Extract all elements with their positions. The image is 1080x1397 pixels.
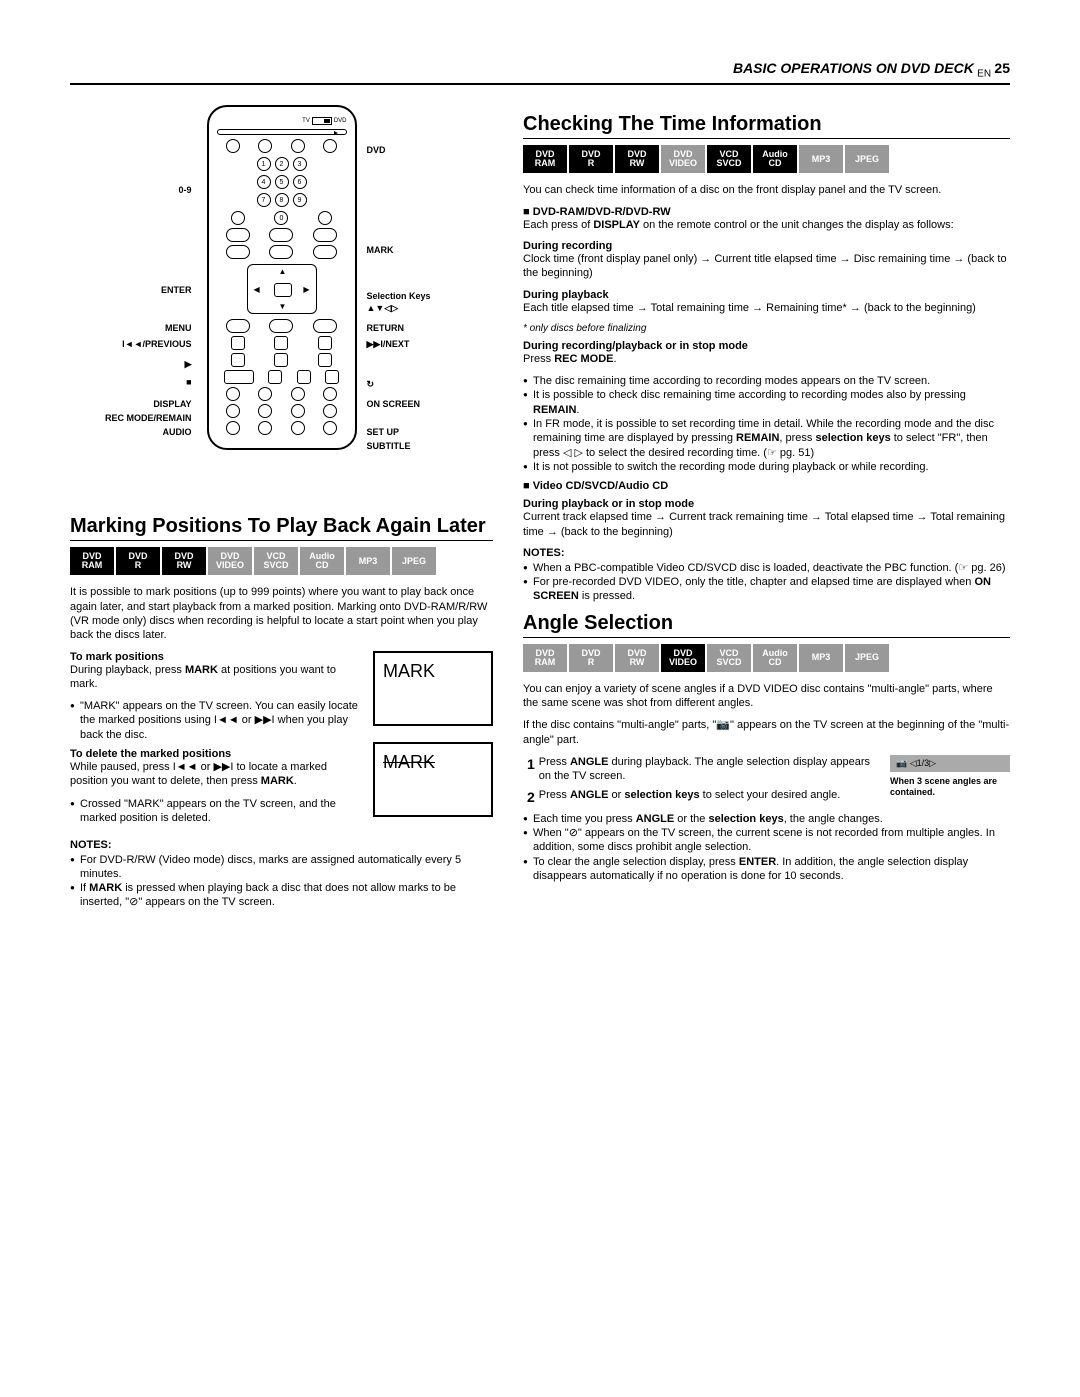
label-subtitle: SUBTITLE <box>367 441 411 451</box>
sec3-b2: When "⊘" appears on the TV screen, the c… <box>523 826 1010 855</box>
step-2-num: 2 <box>527 788 535 806</box>
during-rec: During recording <box>523 240 1010 252</box>
sec2-n1: When a PBC-compatible Video CD/SVCD disc… <box>523 561 1010 575</box>
step-1-num: 1 <box>527 755 535 784</box>
sec2-h2: ■ Video CD/SVCD/Audio CD <box>523 480 1010 492</box>
label-selkeys: Selection Keys <box>367 291 431 301</box>
label-audio: AUDIO <box>122 427 192 437</box>
label-stop: ■ <box>122 377 192 387</box>
sec3-intro: You can enjoy a variety of scene angles … <box>523 682 1010 711</box>
label-play: ▶ <box>122 359 192 370</box>
both-text: Press REC MODE. <box>523 352 1010 366</box>
sec1-intro: It is possible to mark positions (up to … <box>70 585 493 642</box>
page-header: BASIC OPERATIONS ON DVD DECK EN 25 <box>70 60 1010 85</box>
sec3-b3: To clear the angle selection display, pr… <box>523 855 1010 884</box>
during-both: During recording/playback or in stop mod… <box>523 340 1010 352</box>
sec2-h1: ■ DVD-RAM/DVD-R/DVD-RW <box>523 206 1010 218</box>
rec-text: Clock time (front display panel only) → … <box>523 252 1010 281</box>
label-return: RETURN <box>367 323 405 333</box>
step-2-text: Press ANGLE or selection keys to select … <box>539 788 880 806</box>
play-note: * only discs before finalizing <box>523 323 1010 334</box>
format-row-2: DVDRAM DVDR DVDRW DVDVIDEO VCDSVCD Audio… <box>523 145 1010 173</box>
section2-title: Checking The Time Information <box>523 113 1010 139</box>
sec2-b2: It is possible to check disc remaining t… <box>523 388 1010 417</box>
format-row-3: DVDRAM DVDR DVDRW DVDVIDEO VCDSVCD Audio… <box>523 644 1010 672</box>
label-mark: MARK <box>367 245 394 255</box>
label-display: DISPLAY <box>122 399 192 409</box>
section3-title: Angle Selection <box>523 612 1010 638</box>
during-play: During playback <box>523 289 1010 301</box>
label-selkeys2: ▲▼◁▷ <box>367 303 399 314</box>
sec2-intro: You can check time information of a disc… <box>523 183 1010 197</box>
play-text: Each title elapsed time → Total remainin… <box>523 301 1010 315</box>
label-enter: ENTER <box>122 285 192 295</box>
label-onscreen: ON SCREEN <box>367 399 421 409</box>
step-1-text: Press ANGLE during playback. The angle s… <box>539 755 880 784</box>
sec2-h1-text: Each press of DISPLAY on the remote cont… <box>523 218 1010 232</box>
sec2-n2: For pre-recorded DVD VIDEO, only the tit… <box>523 575 1010 604</box>
label-setup: SET UP <box>367 427 400 437</box>
section1-title: Marking Positions To Play Back Again Lat… <box>70 515 493 541</box>
page-number: 25 <box>994 60 1010 76</box>
sec3-intro2: If the disc contains "multi-angle" parts… <box>523 718 1010 747</box>
tv-text: TV <box>302 118 310 124</box>
sec2-b3: In FR mode, it is possible to set record… <box>523 417 1010 460</box>
sec2-b1: The disc remaining time according to rec… <box>523 374 1010 388</box>
angle-caption: When 3 scene angles are contained. <box>890 776 1010 798</box>
angle-screen-text: 📷 ◁1/3▷ <box>890 755 1010 772</box>
label-prev: I◄◄/PREVIOUS <box>122 339 192 349</box>
label-menu: MENU <box>122 323 192 333</box>
sec1-note-1: For DVD-R/RW (Video mode) discs, marks a… <box>70 853 493 882</box>
format-row-1: DVDRAM DVDR DVDRW DVDVIDEO VCDSVCD Audio… <box>70 547 493 575</box>
sec2-b4: It is not possible to switch the recordi… <box>523 460 1010 474</box>
sec2-h2-sub: During playback or in stop mode <box>523 498 1010 510</box>
angle-display: 📷 ◁1/3▷ When 3 scene angles are containe… <box>890 755 1010 798</box>
header-lang: EN <box>977 68 991 79</box>
mark-strike-display: MARK <box>383 752 435 773</box>
label-dvd: DVD <box>367 145 386 155</box>
mark-bullet-1: "MARK" appears on the TV screen. You can… <box>70 699 493 742</box>
header-title: BASIC OPERATIONS ON DVD DECK <box>733 60 974 76</box>
dvd-text: DVD <box>334 118 347 124</box>
sec3-b1: Each time you press ANGLE or the selecti… <box>523 812 1010 826</box>
del-bullet-1: Crossed "MARK" appears on the TV screen,… <box>70 797 493 826</box>
mark-display: MARK <box>383 661 435 682</box>
sec1-notes-hdr: NOTES: <box>70 839 493 851</box>
label-nums: 0-9 <box>122 185 192 195</box>
label-loop: ↻ <box>367 379 375 390</box>
label-recmode: REC MODE/REMAIN <box>102 413 192 423</box>
label-next: ▶▶I/NEXT <box>367 339 410 350</box>
sec2-notes-hdr: NOTES: <box>523 547 1010 559</box>
sec2-h2-text: Current track elapsed time → Current tra… <box>523 510 1010 539</box>
sec1-note-2: If MARK is pressed when playing back a d… <box>70 881 493 910</box>
remote-diagram: 0-9 ENTER MENU I◄◄/PREVIOUS ▶ ■ DISPLAY … <box>122 105 442 485</box>
